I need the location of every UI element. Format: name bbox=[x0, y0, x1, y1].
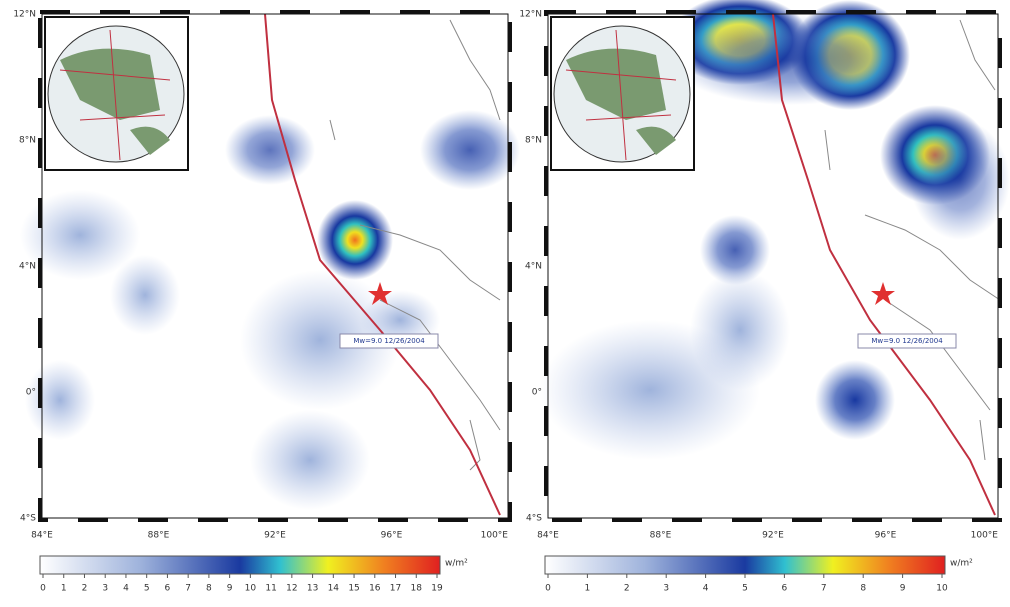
colorbar-tick-label: 8 bbox=[206, 584, 212, 594]
colorbar-tick-label: 4 bbox=[123, 584, 129, 594]
y-tick-label: 8°N bbox=[525, 136, 542, 146]
colorbar-tick-label: 1 bbox=[61, 584, 67, 594]
colorbar-tick-label: 10 bbox=[936, 584, 948, 594]
colorbar-tick-label: 7 bbox=[185, 584, 191, 594]
x-tick-label: 96°E bbox=[875, 531, 897, 541]
colorbar-tick-label: 14 bbox=[328, 584, 340, 594]
colorbar-tick-label: 13 bbox=[307, 584, 318, 594]
colorbar-tick-label: 2 bbox=[82, 584, 88, 594]
colorbar-tick-label: 9 bbox=[900, 584, 906, 594]
x-tick-label: 100°E bbox=[481, 531, 509, 541]
colorbar-tick-label: 0 bbox=[545, 584, 551, 594]
x-tick-label: 84°E bbox=[537, 531, 559, 541]
x-tick-label: 92°E bbox=[264, 531, 286, 541]
annotation: Mw=9.0 12/26/2004 bbox=[353, 337, 425, 345]
y-tick-label: 12°N bbox=[519, 10, 542, 20]
colorbar-tick-label: 3 bbox=[102, 584, 108, 594]
colorbar-tick-label: 9 bbox=[227, 584, 233, 594]
colorbar bbox=[545, 556, 945, 574]
x-tick-label: 92°E bbox=[762, 531, 784, 541]
y-tick-label: 4°N bbox=[19, 262, 36, 272]
colorbar-tick-label: 5 bbox=[144, 584, 150, 594]
map-figure: 12°N 8°N 4°N 0° 4°S 84°E 88°E 92°E 96°E 100°E Mw=9… bbox=[0, 0, 1010, 603]
colorbar-tick-label: 16 bbox=[369, 584, 381, 594]
y-tick-label: 4°S bbox=[20, 514, 36, 524]
annotation: Mw=9.0 12/26/2004 bbox=[871, 337, 943, 345]
colorbar-tick-label: 18 bbox=[411, 584, 423, 594]
colorbar-unit: w/m² bbox=[445, 559, 468, 569]
x-tick-label: 96°E bbox=[381, 531, 403, 541]
colorbar-tick-label: 10 bbox=[245, 584, 257, 594]
epicenter bbox=[368, 282, 895, 305]
colorbar-tick-label: 5 bbox=[742, 584, 748, 594]
x-tick-label: 88°E bbox=[650, 531, 672, 541]
inset-globe bbox=[45, 17, 694, 170]
colorbar bbox=[40, 556, 440, 574]
y-tick-label: 12°N bbox=[13, 10, 36, 20]
colorbar-tick-label: 7 bbox=[821, 584, 827, 594]
y-tick-label: 8°N bbox=[19, 136, 36, 146]
x-tick-label: 84°E bbox=[31, 531, 53, 541]
colorbar-tick-label: 15 bbox=[348, 584, 359, 594]
colorbar-tick-label: 11 bbox=[265, 584, 276, 594]
y-tick-label: 4°S bbox=[526, 514, 542, 524]
colorbar-tick-label: 2 bbox=[624, 584, 630, 594]
colorbar-tick-label: 0 bbox=[40, 584, 46, 594]
colorbar-tick-label: 19 bbox=[431, 584, 443, 594]
colorbar-tick-label: 17 bbox=[390, 584, 401, 594]
colorbar-tick-label: 6 bbox=[782, 584, 788, 594]
colorbar-tick-label: 12 bbox=[286, 584, 297, 594]
x-tick-label: 88°E bbox=[148, 531, 170, 541]
y-tick-label: 0° bbox=[26, 388, 36, 398]
colorbar-tick-label: 8 bbox=[860, 584, 866, 594]
colorbar-tick-label: 1 bbox=[585, 584, 591, 594]
y-tick-label: 4°N bbox=[525, 262, 542, 272]
x-tick-label: 100°E bbox=[971, 531, 999, 541]
colorbar-tick-label: 4 bbox=[703, 584, 709, 594]
colorbar-unit: w/m² bbox=[950, 559, 973, 569]
y-tick-label: 0° bbox=[532, 388, 542, 398]
colorbar-tick-label: 6 bbox=[165, 584, 171, 594]
colorbar-tick-label: 3 bbox=[663, 584, 669, 594]
